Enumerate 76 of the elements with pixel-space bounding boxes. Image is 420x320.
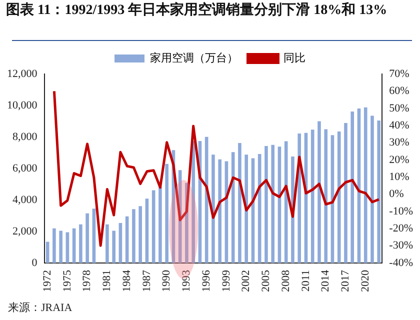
y2-tick-label: 20% [389, 154, 410, 166]
bar [72, 228, 76, 263]
legend-label: 家用空调（万台） [150, 51, 238, 64]
y2-tick-label: 70% [389, 68, 410, 80]
y-tick-label: 4,000 [12, 194, 38, 206]
y-tick-label: 0 [32, 256, 38, 269]
x-tick-label: 2020 [360, 270, 372, 292]
y2-tick-label: 60% [389, 85, 410, 98]
bar [284, 141, 288, 263]
y2-tick-label: -10% [389, 205, 413, 218]
x-tick-label: 2002 [240, 270, 252, 292]
x-tick-label: 1999 [220, 270, 232, 292]
bar [145, 198, 149, 263]
bar [271, 144, 274, 263]
bar [92, 208, 96, 263]
source-note: 来源：JRAIA [8, 301, 72, 315]
bar [310, 130, 314, 263]
x-tick-label: 1981 [101, 270, 114, 292]
bar [52, 228, 56, 263]
x-tick-label: 2017 [340, 270, 352, 292]
bar [158, 186, 162, 263]
bar [86, 213, 89, 263]
y-tick-label: 12,000 [7, 68, 38, 80]
bar [324, 129, 328, 263]
y2-tick-label: -30% [389, 240, 413, 252]
y2-tick-label: -20% [389, 222, 413, 235]
y-tick-label: 2,000 [12, 225, 38, 238]
bar [377, 120, 381, 263]
bar [218, 159, 222, 263]
bar [258, 154, 262, 263]
y2-tick-label: 0% [389, 188, 404, 200]
bar [212, 154, 215, 263]
bar [132, 209, 136, 263]
bar [350, 111, 354, 263]
bar [46, 242, 50, 263]
bar [244, 154, 248, 263]
y-tick-label: 8,000 [12, 130, 38, 143]
bar [344, 122, 348, 263]
bar [66, 232, 70, 263]
y-tick-label: 10,000 [7, 99, 38, 112]
bar [370, 116, 374, 263]
x-tick-label: 1978 [81, 270, 94, 292]
bar [192, 140, 195, 263]
bar [138, 206, 142, 263]
x-tick-label: 2011 [300, 270, 312, 292]
x-tick-label: 1987 [140, 270, 153, 292]
x-tick-label: 2014 [320, 270, 332, 292]
bar [364, 107, 368, 263]
bar [79, 224, 82, 263]
bar [152, 190, 156, 263]
y2-tick-label: 50% [389, 102, 410, 114]
x-tick-label: 1972 [41, 270, 54, 292]
bar [165, 164, 168, 263]
x-tick-label: 1996 [200, 270, 212, 292]
bar [106, 224, 109, 263]
bar [238, 142, 242, 263]
x-tick-label: 1990 [160, 270, 173, 292]
y2-tick-label: 10% [389, 170, 410, 183]
chart-title: 图表 11：1992/1993 年日本家用空调销量分别下滑 18%和 13% [6, 2, 388, 19]
bar [125, 216, 129, 263]
x-tick-label: 1984 [120, 270, 133, 292]
bar [337, 131, 341, 263]
y2-tick-label: -40% [389, 256, 413, 269]
y2-tick-label: 40% [389, 119, 410, 132]
x-tick-label: 2008 [280, 270, 292, 292]
y2-tick-label: 30% [389, 136, 410, 149]
bar [118, 222, 122, 263]
bar [112, 230, 116, 263]
bar [264, 146, 268, 263]
x-tick-label: 1975 [61, 270, 74, 292]
y-tick-label: 6,000 [12, 162, 38, 174]
x-tick-label: 2005 [260, 270, 272, 292]
bar [59, 230, 62, 263]
bar [318, 121, 321, 263]
legend-label: 同比 [284, 51, 306, 64]
x-tick-label: 1993 [180, 270, 193, 292]
